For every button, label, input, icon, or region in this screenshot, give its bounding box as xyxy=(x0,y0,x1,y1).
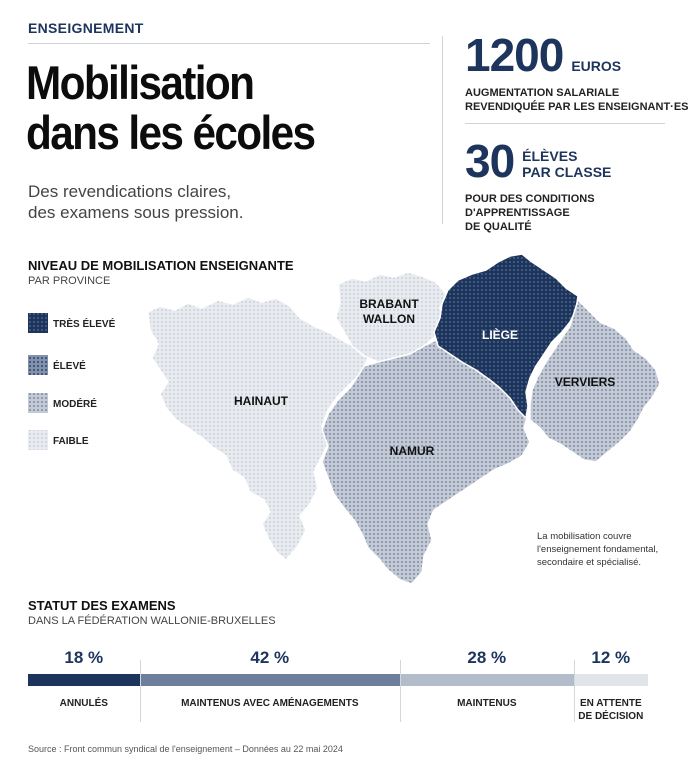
exam-bar-divider xyxy=(139,660,141,722)
exam-bar-category-label: ANNULÉS xyxy=(0,697,174,710)
province-label-namur: NAMUR xyxy=(390,444,435,458)
province-labels: HAINAUT BRABANT WALLON NAMUR LIÈGE VERVI… xyxy=(234,297,615,458)
map-subtitle: PAR PROVINCE xyxy=(28,275,111,287)
legend-label: FAIBLE xyxy=(53,436,89,447)
exam-bar-category-line: ANNULÉS xyxy=(59,698,108,709)
legend-item-faible: FAIBLE xyxy=(28,430,89,450)
stat-salary: 1200 EUROS AUGMENTATION SALARIALE REVENDI… xyxy=(465,32,689,114)
source-note: Source : Front commun syndical de l'ense… xyxy=(28,744,343,754)
province-verviers xyxy=(529,299,661,463)
map-note: La mobilisation couvre l'enseignement fo… xyxy=(537,530,658,569)
legend-swatch xyxy=(28,355,48,375)
province-label-verviers: VERVIERS xyxy=(555,375,615,389)
exam-bar-segment xyxy=(400,674,574,686)
stat-class-figure: 30 ÉLÈVES PAR CLASSE xyxy=(465,138,697,184)
kicker-rule xyxy=(28,43,430,44)
page-subtitle: Des revendications claires, des examens … xyxy=(28,181,243,223)
legend-label: MODÉRÉ xyxy=(53,397,97,410)
stat-class-number: 30 xyxy=(465,135,515,187)
exam-bar-category-line: DE DÉCISION xyxy=(578,711,644,722)
stat-rule xyxy=(465,123,665,124)
exam-bar-category-label: EN ATTENTE DE DÉCISION xyxy=(521,697,697,723)
stat-salary-description: AUGMENTATION SALARIALE REVENDIQUÉE PAR L… xyxy=(465,86,689,114)
exam-bar-segment xyxy=(573,674,648,686)
map-title: NIVEAU DE MOBILISATION ENSEIGNANTE xyxy=(28,258,294,273)
exam-bar-segment xyxy=(139,674,400,686)
exam-bar-divider xyxy=(573,660,575,722)
legend-label: TRÈS ÉLEVÉ xyxy=(53,317,116,330)
legend-item-eleve: ÉLEVÉ xyxy=(28,355,86,375)
province-label-brabant-wallon-line2: WALLON xyxy=(363,312,415,326)
subtitle-line: Des revendications claires, xyxy=(28,182,232,201)
exam-bar-category-line: MAINTENUS AVEC AMÉNAGEMENTS xyxy=(181,698,359,709)
exam-bar-value-label: 12 % xyxy=(591,648,631,667)
provinces xyxy=(147,253,661,585)
title-line: Mobilisation xyxy=(26,56,255,109)
province-label-hainaut: HAINAUT xyxy=(234,394,289,408)
exams-subtitle: DANS LA FÉDÉRATION WALLONIE-BRUXELLES xyxy=(28,615,276,627)
legend-item-modere: MODÉRÉ xyxy=(28,393,97,413)
map-note-line: l'enseignement fondamental, xyxy=(537,544,659,555)
subtitle-line: des examens sous pression. xyxy=(28,203,244,222)
map-note-line: secondaire et spécialisé. xyxy=(537,557,642,568)
exam-bar-category-label: MAINTENUS AVEC AMÉNAGEMENTS xyxy=(180,697,360,710)
stat-class-unit-line: PAR CLASSE xyxy=(522,164,612,180)
province-label-brabant-wallon-line1: BRABANT xyxy=(359,297,419,311)
title-line: dans les écoles xyxy=(26,106,316,159)
province-label-liege: LIÈGE xyxy=(482,327,518,342)
exam-bar-value-label: 28 % xyxy=(467,648,507,667)
kicker: ENSEIGNEMENT xyxy=(28,20,144,36)
exam-bar-category-line: EN ATTENTE xyxy=(579,698,642,709)
stat-class-description: POUR DES CONDITIONS D'APPRENTISSAGE DE Q… xyxy=(465,192,697,234)
stat-salary-number: 1200 xyxy=(465,29,564,81)
stat-class-unit-line: ÉLÈVES xyxy=(522,148,578,164)
exam-bar-segment xyxy=(28,674,140,686)
exam-bar-category-line: MAINTENUS xyxy=(457,698,517,709)
stat-desc-line: REVENDIQUÉE PAR LES ENSEIGNANT·ES xyxy=(465,101,689,113)
exam-bar-value-label: 18 % xyxy=(64,648,104,667)
province-liege xyxy=(433,253,579,419)
map-note-line: La mobilisation couvre xyxy=(537,531,632,542)
legend-swatch xyxy=(28,313,48,333)
exam-bar-category-label: MAINTENUS xyxy=(397,697,577,710)
stat-salary-unit: EUROS xyxy=(571,58,622,74)
stat-desc-line: DE QUALITÉ xyxy=(465,221,532,233)
vertical-divider xyxy=(442,36,443,224)
stat-salary-figure: 1200 EUROS xyxy=(465,32,689,78)
legend-label: ÉLEVÉ xyxy=(53,359,86,372)
province-hainaut xyxy=(147,296,369,561)
page-title: Mobilisation dans les écoles xyxy=(26,56,316,159)
exam-bar-value-label: 42 % xyxy=(250,648,290,667)
legend-item-tres-eleve: TRÈS ÉLEVÉ xyxy=(28,313,116,333)
stat-desc-line: AUGMENTATION SALARIALE xyxy=(465,87,620,99)
legend: TRÈS ÉLEVÉ ÉLEVÉ MODÉRÉ FAIBLE xyxy=(28,313,116,450)
stat-desc-line: POUR DES CONDITIONS D'APPRENTISSAGE xyxy=(465,193,595,219)
exam-bar-divider xyxy=(400,660,401,722)
stat-class-unit: ÉLÈVES PAR CLASSE xyxy=(522,148,611,180)
legend-swatch xyxy=(28,430,48,450)
legend-swatch xyxy=(28,393,48,413)
stat-class-size: 30 ÉLÈVES PAR CLASSE POUR DES CONDITIONS D… xyxy=(465,138,697,234)
exams-title: STATUT DES EXAMENS xyxy=(28,598,176,613)
